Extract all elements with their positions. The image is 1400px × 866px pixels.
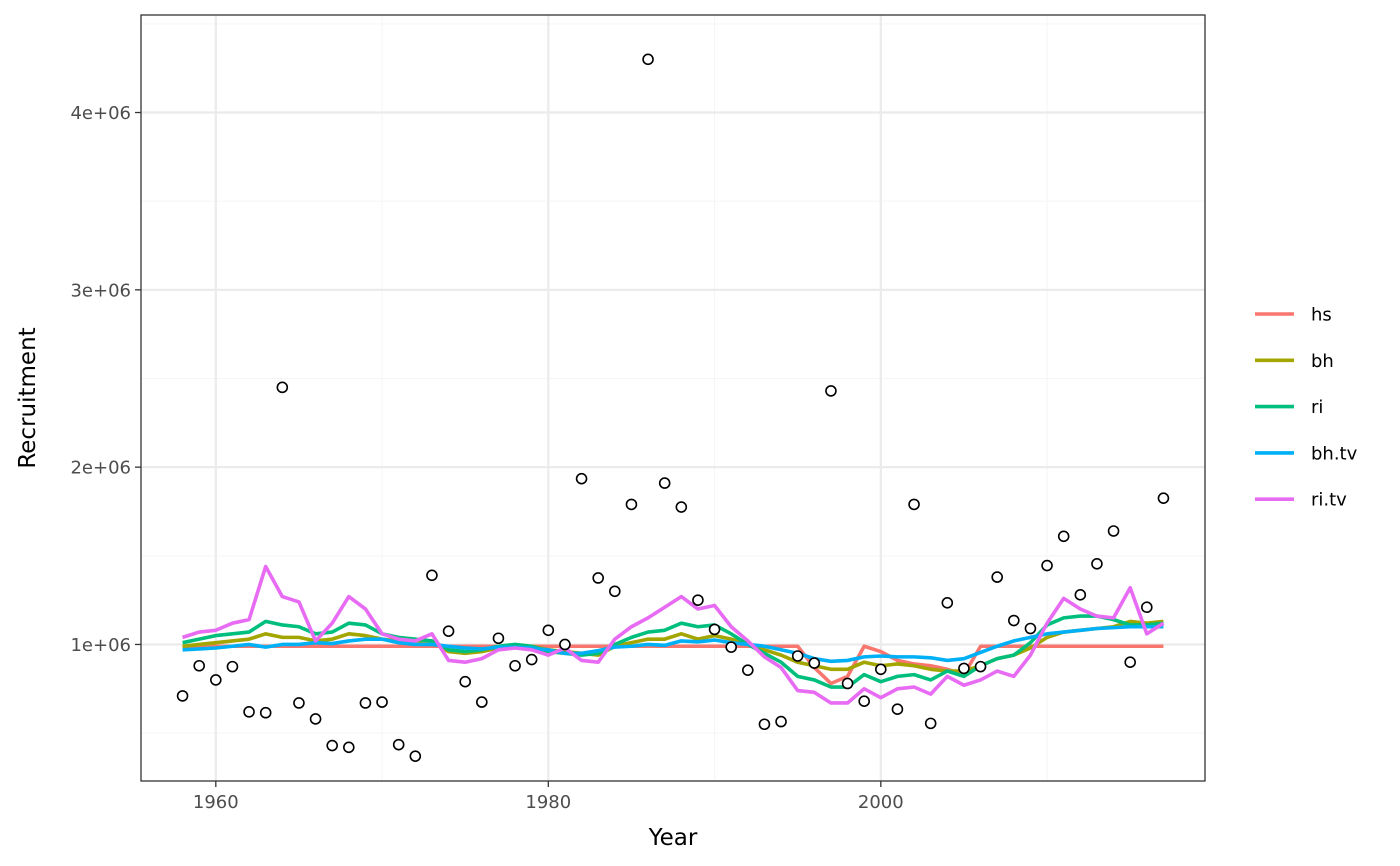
- observed-point: [193, 659, 205, 672]
- observed-point: [376, 696, 388, 708]
- x-tick-label: 2000: [858, 792, 904, 813]
- observed-point: [1024, 622, 1037, 635]
- observed-point: [1124, 656, 1136, 669]
- panel-border: [140, 14, 1206, 782]
- x-tick-label: 1960: [193, 792, 239, 813]
- legend: hs bh ri bh.tv ri.tv: [1255, 305, 1358, 511]
- legend-label-ri-tv: ri.tv: [1311, 490, 1347, 511]
- observed-point: [559, 638, 571, 651]
- observed-point: [1041, 559, 1053, 572]
- observed-point: [509, 659, 521, 672]
- observed-point: [326, 739, 338, 752]
- observed-point: [542, 624, 555, 637]
- series-line-ri: [182, 614, 1164, 689]
- observed-point: [742, 664, 754, 676]
- observed-point: [991, 571, 1003, 583]
- observed-point: [775, 715, 787, 728]
- observed-point: [392, 738, 405, 751]
- x-axis-title: Year: [648, 825, 698, 851]
- observed-point: [1074, 589, 1087, 601]
- y-tick-label: 1e+06: [70, 635, 131, 656]
- observed-point: [476, 696, 488, 708]
- observed-point: [259, 706, 272, 719]
- observed-point: [958, 662, 970, 675]
- observed-point: [359, 697, 372, 709]
- observed-point: [725, 641, 737, 653]
- observed-point: [875, 663, 887, 676]
- legend-label-hs: hs: [1311, 305, 1332, 326]
- observed-point: [658, 477, 671, 489]
- observed-point: [708, 623, 721, 636]
- legend-label-bh-tv: bh.tv: [1311, 443, 1358, 464]
- series-line-ri-tv: [182, 564, 1165, 705]
- observed-point: [592, 572, 604, 584]
- observed-point: [642, 53, 654, 66]
- observed-point: [426, 569, 438, 582]
- observed-point: [409, 750, 422, 762]
- observed-point: [609, 585, 621, 598]
- observed-point: [808, 657, 821, 669]
- observed-point: [343, 741, 355, 754]
- observed-point: [858, 695, 870, 708]
- observed-point: [1141, 601, 1153, 614]
- series-line-bh-tv: [182, 624, 1164, 664]
- observed-point: [575, 472, 588, 485]
- observed-point: [1107, 525, 1120, 537]
- y-tick-label: 4e+06: [70, 103, 131, 124]
- observed-point: [791, 650, 804, 662]
- y-tick-label: 3e+06: [70, 280, 131, 301]
- x-tick-label: 1980: [525, 792, 571, 813]
- observed-points: [176, 53, 1170, 762]
- observed-point: [1008, 614, 1020, 627]
- observed-point: [492, 632, 505, 645]
- observed-point: [891, 703, 904, 715]
- observed-point: [309, 713, 322, 725]
- y-tick-label: 2e+06: [70, 458, 131, 479]
- observed-point: [210, 674, 222, 686]
- observed-point: [974, 660, 987, 673]
- observed-point: [908, 498, 920, 511]
- observed-point: [825, 385, 837, 397]
- observed-point: [226, 660, 239, 673]
- observed-point: [1091, 557, 1103, 570]
- observed-point: [758, 718, 771, 731]
- series-lines: [182, 564, 1165, 705]
- observed-point: [924, 717, 937, 730]
- y-axis-title: Recruitment: [15, 327, 41, 468]
- observed-point: [941, 596, 954, 609]
- observed-point: [293, 697, 305, 709]
- observed-point: [176, 690, 189, 702]
- observed-point: [1157, 492, 1170, 504]
- observed-point: [625, 498, 638, 511]
- legend-label-ri: ri: [1311, 397, 1323, 418]
- observed-point: [243, 706, 255, 718]
- observed-point: [276, 381, 289, 394]
- legend-label-bh: bh: [1311, 351, 1334, 372]
- observed-point: [525, 653, 538, 666]
- observed-point: [1057, 530, 1070, 543]
- observed-point: [459, 675, 471, 688]
- axis-tick-labels: 1960 1980 2000 1e+06 2e+06 3e+06 4e+06: [70, 103, 903, 813]
- observed-point: [692, 594, 704, 606]
- observed-point: [442, 625, 455, 637]
- observed-point: [841, 677, 854, 690]
- observed-point: [675, 501, 688, 513]
- axis-ticks: [135, 111, 882, 787]
